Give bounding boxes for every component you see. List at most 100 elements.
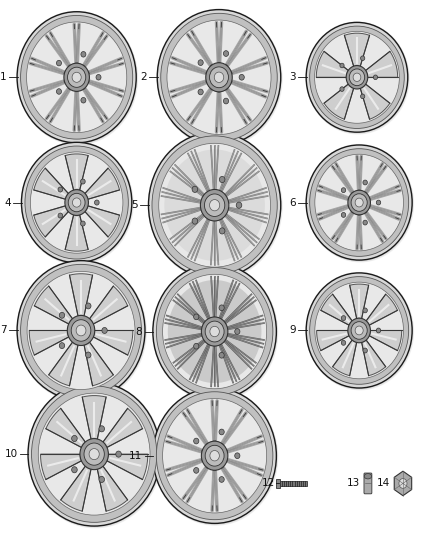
Ellipse shape: [81, 179, 85, 184]
Polygon shape: [65, 215, 88, 251]
Ellipse shape: [360, 56, 365, 61]
Ellipse shape: [363, 348, 367, 353]
Ellipse shape: [351, 194, 367, 211]
Ellipse shape: [153, 264, 276, 399]
Ellipse shape: [306, 22, 408, 132]
Ellipse shape: [157, 9, 282, 147]
Ellipse shape: [194, 343, 199, 349]
Polygon shape: [316, 51, 348, 77]
Ellipse shape: [168, 280, 261, 383]
Polygon shape: [82, 395, 106, 439]
Polygon shape: [362, 340, 386, 376]
Polygon shape: [61, 466, 91, 511]
Ellipse shape: [81, 98, 86, 103]
Ellipse shape: [27, 271, 135, 390]
Ellipse shape: [152, 136, 277, 274]
Ellipse shape: [346, 66, 368, 89]
Ellipse shape: [81, 52, 86, 57]
Text: 11: 11: [129, 451, 142, 461]
Ellipse shape: [89, 449, 99, 459]
Ellipse shape: [80, 439, 108, 470]
Ellipse shape: [99, 477, 105, 482]
Ellipse shape: [341, 188, 346, 192]
Ellipse shape: [355, 326, 363, 335]
Ellipse shape: [58, 213, 63, 218]
Text: 14: 14: [377, 479, 390, 488]
Ellipse shape: [340, 63, 344, 68]
Ellipse shape: [27, 22, 127, 133]
Ellipse shape: [21, 142, 134, 265]
Ellipse shape: [306, 22, 410, 134]
Ellipse shape: [235, 329, 240, 334]
Ellipse shape: [167, 20, 271, 134]
Ellipse shape: [16, 11, 137, 144]
Ellipse shape: [315, 282, 403, 379]
Ellipse shape: [67, 67, 86, 87]
Ellipse shape: [363, 308, 367, 313]
Ellipse shape: [219, 429, 224, 435]
Ellipse shape: [349, 69, 365, 86]
Text: 9: 9: [289, 326, 296, 335]
Ellipse shape: [57, 60, 61, 66]
Ellipse shape: [59, 343, 65, 349]
Ellipse shape: [72, 198, 81, 207]
Ellipse shape: [102, 327, 107, 334]
Polygon shape: [321, 294, 352, 325]
Ellipse shape: [21, 142, 132, 263]
Polygon shape: [85, 168, 120, 199]
FancyBboxPatch shape: [276, 479, 280, 488]
Text: 4: 4: [4, 198, 11, 207]
Polygon shape: [97, 466, 127, 511]
Ellipse shape: [99, 426, 105, 432]
FancyBboxPatch shape: [280, 481, 307, 486]
Ellipse shape: [194, 438, 199, 444]
Ellipse shape: [219, 176, 225, 183]
Text: 13: 13: [347, 479, 360, 488]
Ellipse shape: [206, 63, 232, 92]
Ellipse shape: [341, 341, 346, 345]
Polygon shape: [34, 286, 73, 324]
Ellipse shape: [364, 474, 371, 479]
Ellipse shape: [219, 352, 224, 358]
Ellipse shape: [17, 261, 145, 400]
Ellipse shape: [27, 381, 161, 527]
Ellipse shape: [201, 189, 229, 221]
FancyBboxPatch shape: [364, 473, 372, 494]
Polygon shape: [103, 408, 142, 448]
Ellipse shape: [72, 72, 81, 82]
Ellipse shape: [305, 21, 409, 133]
Ellipse shape: [148, 132, 282, 280]
Ellipse shape: [198, 60, 203, 66]
Ellipse shape: [162, 399, 267, 513]
Polygon shape: [107, 454, 148, 480]
Text: 5: 5: [131, 200, 138, 210]
Text: 1: 1: [0, 72, 7, 82]
Polygon shape: [317, 330, 349, 351]
Polygon shape: [84, 342, 113, 386]
Ellipse shape: [306, 145, 412, 260]
Polygon shape: [369, 330, 402, 351]
Polygon shape: [360, 84, 390, 119]
Ellipse shape: [201, 441, 228, 470]
Ellipse shape: [164, 149, 265, 261]
Ellipse shape: [57, 88, 61, 94]
Ellipse shape: [219, 228, 225, 234]
Ellipse shape: [72, 467, 77, 473]
Polygon shape: [49, 342, 78, 386]
Ellipse shape: [67, 316, 95, 345]
Polygon shape: [89, 286, 128, 324]
Ellipse shape: [209, 199, 220, 211]
Ellipse shape: [214, 72, 224, 83]
Polygon shape: [65, 154, 88, 190]
Ellipse shape: [28, 382, 162, 528]
Ellipse shape: [65, 190, 88, 215]
Ellipse shape: [315, 154, 403, 251]
Polygon shape: [85, 206, 120, 237]
Ellipse shape: [153, 388, 276, 523]
Ellipse shape: [28, 382, 160, 526]
Ellipse shape: [161, 13, 277, 141]
Ellipse shape: [305, 272, 413, 389]
Ellipse shape: [341, 316, 346, 320]
Polygon shape: [70, 274, 92, 316]
Ellipse shape: [306, 272, 413, 390]
